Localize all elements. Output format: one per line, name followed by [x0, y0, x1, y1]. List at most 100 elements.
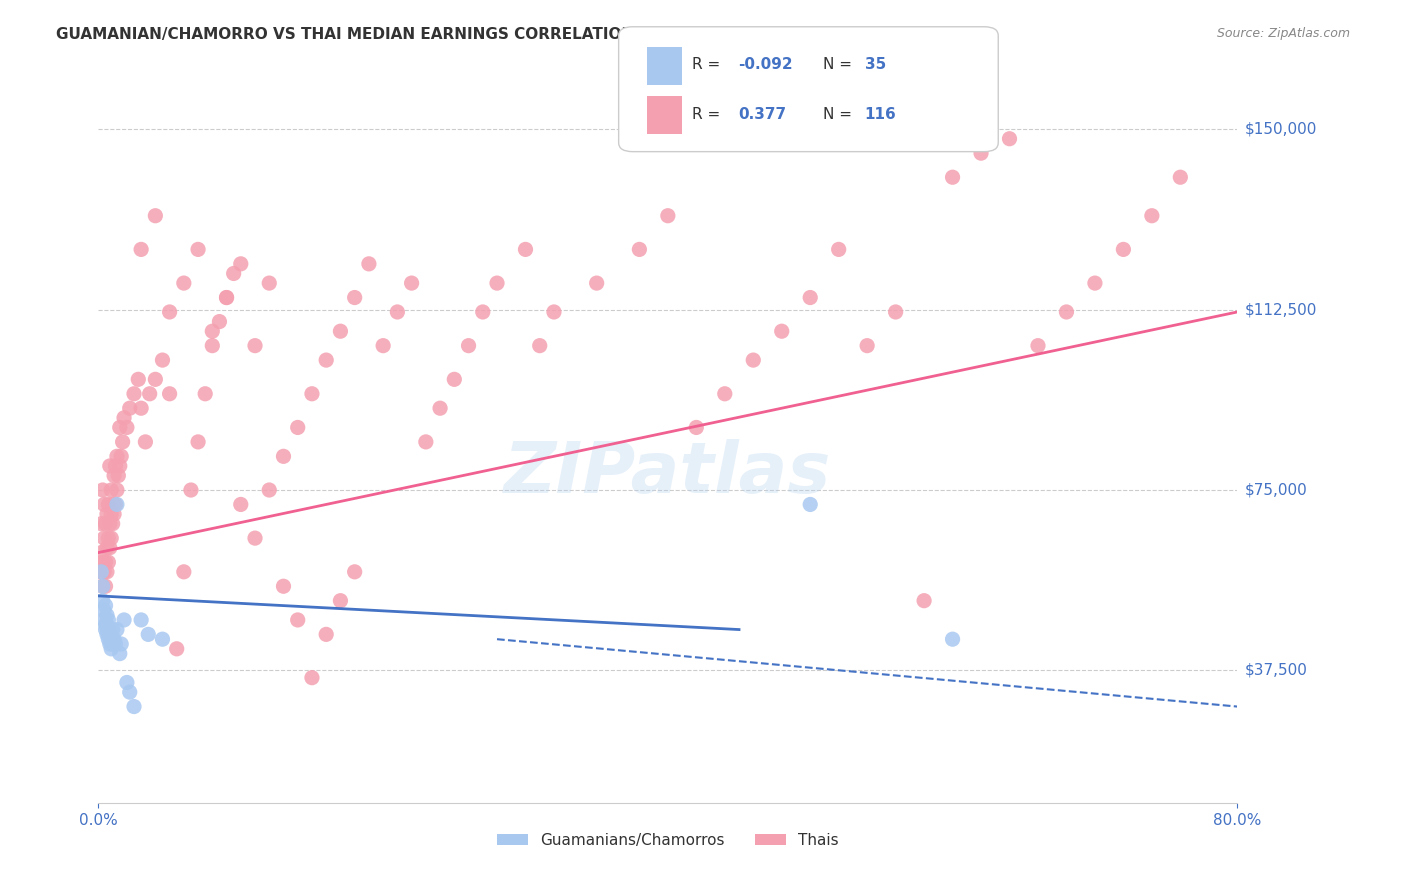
- Point: [94, 555, 117, 569]
- Point: [108, 647, 131, 661]
- Point: [100, 531, 122, 545]
- Point: [1026, 338, 1049, 352]
- Point: [152, 632, 174, 647]
- Point: [103, 632, 125, 647]
- Point: [159, 386, 181, 401]
- Point: [471, 305, 494, 319]
- Point: [97, 555, 120, 569]
- Point: [1112, 243, 1135, 257]
- Point: [115, 420, 138, 434]
- Point: [343, 565, 366, 579]
- Point: [101, 498, 124, 512]
- Point: [105, 498, 128, 512]
- Point: [105, 623, 128, 637]
- Point: [884, 305, 907, 319]
- Point: [401, 276, 423, 290]
- Point: [357, 257, 380, 271]
- Legend: Guamanians/Chamorros, Thais: Guamanians/Chamorros, Thais: [491, 827, 845, 854]
- Point: [89, 565, 111, 579]
- Point: [173, 565, 195, 579]
- Text: GUAMANIAN/CHAMORRO VS THAI MEDIAN EARNINGS CORRELATION CHART: GUAMANIAN/CHAMORRO VS THAI MEDIAN EARNIN…: [56, 27, 697, 42]
- Point: [343, 291, 366, 305]
- Point: [180, 483, 202, 497]
- Point: [101, 516, 124, 531]
- Text: $75,000: $75,000: [1244, 483, 1308, 498]
- Point: [115, 675, 138, 690]
- Point: [105, 450, 128, 464]
- Point: [104, 498, 127, 512]
- Point: [159, 305, 181, 319]
- Text: $150,000: $150,000: [1244, 121, 1317, 136]
- Point: [329, 593, 352, 607]
- Point: [108, 458, 131, 473]
- Point: [97, 632, 120, 647]
- Point: [287, 613, 309, 627]
- Point: [129, 243, 152, 257]
- Point: [90, 545, 112, 559]
- Point: [208, 315, 231, 329]
- Text: 35: 35: [865, 57, 886, 71]
- Point: [387, 305, 409, 319]
- Text: 116: 116: [865, 107, 897, 121]
- Point: [100, 507, 122, 521]
- Point: [942, 632, 965, 647]
- Point: [543, 305, 565, 319]
- Point: [657, 209, 679, 223]
- Point: [187, 243, 209, 257]
- Point: [98, 541, 121, 555]
- Point: [93, 613, 115, 627]
- Point: [129, 613, 152, 627]
- Point: [1056, 305, 1078, 319]
- Point: [93, 531, 115, 545]
- Point: [1170, 170, 1192, 185]
- Point: [91, 579, 114, 593]
- Text: 0.377: 0.377: [738, 107, 786, 121]
- Point: [998, 132, 1021, 146]
- Point: [97, 498, 120, 512]
- Point: [122, 699, 145, 714]
- Point: [742, 353, 765, 368]
- Point: [138, 386, 160, 401]
- Point: [329, 324, 352, 338]
- Point: [97, 531, 120, 545]
- Point: [222, 267, 245, 281]
- Point: [98, 627, 121, 641]
- Point: [98, 458, 121, 473]
- Point: [96, 617, 118, 632]
- Point: [194, 386, 217, 401]
- Point: [97, 613, 120, 627]
- Point: [97, 623, 120, 637]
- Point: [942, 170, 965, 185]
- Point: [98, 516, 121, 531]
- Point: [714, 386, 737, 401]
- Point: [110, 450, 132, 464]
- Point: [429, 401, 451, 416]
- Point: [136, 627, 159, 641]
- Point: [856, 338, 879, 352]
- Point: [112, 613, 135, 627]
- Point: [243, 531, 266, 545]
- Point: [259, 483, 281, 497]
- Point: [201, 338, 224, 352]
- Point: [91, 579, 114, 593]
- Point: [105, 483, 128, 497]
- Point: [187, 434, 209, 449]
- Point: [770, 324, 793, 338]
- Point: [373, 338, 395, 352]
- Point: [98, 637, 121, 651]
- Point: [91, 555, 114, 569]
- Point: [90, 516, 112, 531]
- Point: [100, 483, 122, 497]
- Point: [91, 483, 114, 497]
- Point: [628, 243, 651, 257]
- Point: [152, 353, 174, 368]
- Text: -0.092: -0.092: [738, 57, 793, 71]
- Point: [100, 641, 122, 656]
- Point: [315, 627, 337, 641]
- Point: [96, 507, 118, 521]
- Point: [94, 623, 117, 637]
- Point: [443, 372, 465, 386]
- Point: [229, 498, 252, 512]
- Point: [799, 291, 821, 305]
- Point: [201, 324, 224, 338]
